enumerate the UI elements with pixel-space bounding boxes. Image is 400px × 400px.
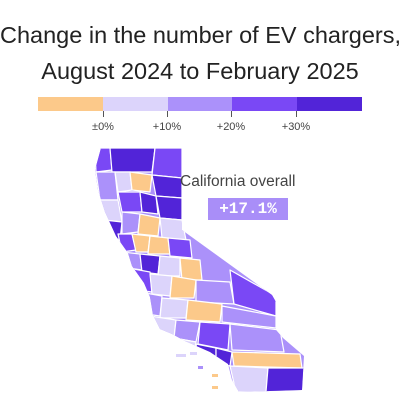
county-region xyxy=(137,213,161,237)
county-region xyxy=(157,255,181,277)
county-region xyxy=(195,279,235,305)
legend-tick-label-10: +10% xyxy=(152,121,182,133)
county-region xyxy=(147,235,171,255)
legend-tick-label-20: +20% xyxy=(216,121,246,133)
county-region xyxy=(197,321,231,351)
county-region xyxy=(95,171,119,201)
county-region xyxy=(151,148,183,179)
county-region xyxy=(95,148,113,173)
county-region xyxy=(155,195,183,221)
county-region xyxy=(229,323,285,353)
county-region xyxy=(121,251,143,271)
county-region xyxy=(129,171,153,193)
county-region xyxy=(179,257,203,281)
county-region xyxy=(231,351,303,369)
county-region xyxy=(159,217,187,241)
county-region xyxy=(121,211,141,235)
legend-swatch-20-30 xyxy=(232,97,298,111)
county-region xyxy=(149,315,177,339)
county-region xyxy=(167,237,193,259)
california-overall-value: +17.1% xyxy=(208,198,288,220)
california-overall-label: California overall xyxy=(180,173,296,190)
county-region xyxy=(117,191,143,213)
legend-swatch-decline xyxy=(38,97,103,111)
county-region xyxy=(173,319,201,343)
legend-swatch-0-10 xyxy=(102,97,168,111)
county-region xyxy=(198,366,203,369)
county-region xyxy=(169,275,197,299)
chart-title-line-2: August 2024 to February 2025 xyxy=(41,58,359,84)
color-legend xyxy=(38,97,362,111)
county-region xyxy=(176,354,186,357)
county-region xyxy=(212,386,218,389)
county-region xyxy=(127,267,153,293)
legend-tick xyxy=(231,111,232,117)
county-region xyxy=(212,374,218,377)
county-region xyxy=(151,174,183,199)
legend-tick-label-30: +30% xyxy=(281,121,311,133)
legend-tick xyxy=(103,111,104,117)
county-region xyxy=(149,273,173,297)
county-region xyxy=(265,367,304,392)
county-region xyxy=(190,352,197,355)
county-region xyxy=(159,297,189,319)
legend-swatch-10-20 xyxy=(167,97,233,111)
county-region xyxy=(139,291,163,317)
legend-tick-label-0: ±0% xyxy=(92,121,114,133)
county-region xyxy=(109,148,156,173)
legend-tick xyxy=(167,111,168,117)
county-region xyxy=(185,299,223,323)
legend-swatch-30-plus xyxy=(297,97,362,111)
county-region xyxy=(139,191,159,215)
chart-title-line-1: Change in the number of EV chargers, xyxy=(0,22,400,48)
county-region xyxy=(229,365,269,392)
county-region xyxy=(221,305,277,329)
county-region xyxy=(114,171,133,193)
legend-tick xyxy=(296,111,297,117)
county-region xyxy=(99,199,123,223)
